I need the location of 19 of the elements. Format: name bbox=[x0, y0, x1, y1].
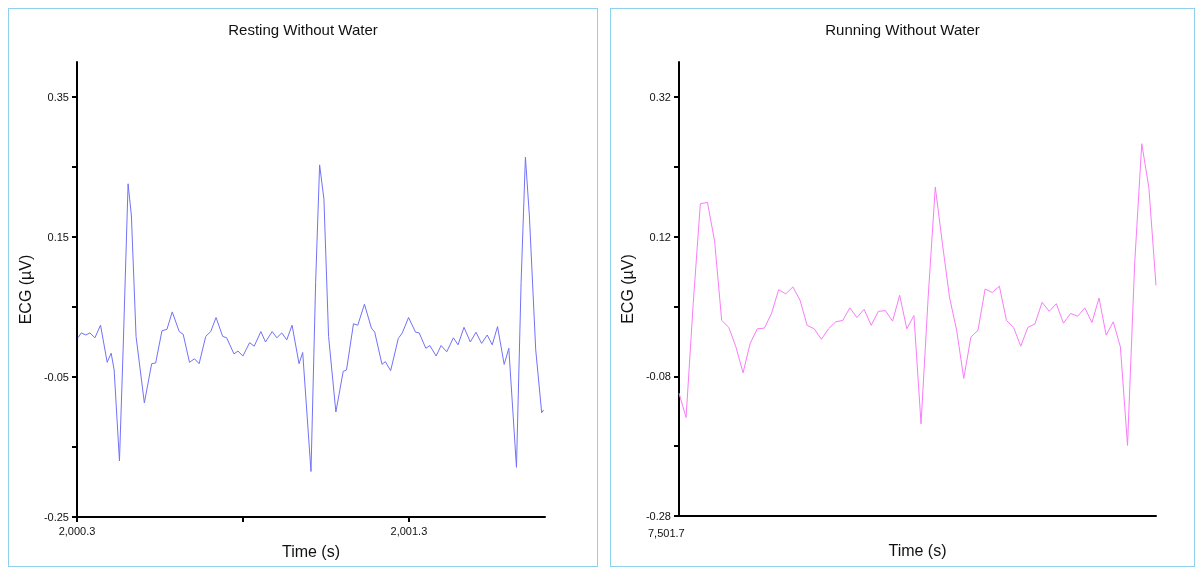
x-axis-title: Time (s) bbox=[888, 541, 947, 559]
y-tick-label: 0.12 bbox=[649, 230, 671, 243]
chart-title: Running Without Water bbox=[825, 21, 980, 38]
y-axis-title: ECG (µV) bbox=[618, 254, 636, 324]
y-tick-label: -0.25 bbox=[43, 511, 69, 523]
x-tick-label: 2,000.3 bbox=[58, 524, 96, 537]
line-series bbox=[77, 156, 545, 472]
line-series bbox=[678, 143, 1157, 446]
chart-title: Resting Without Water bbox=[228, 21, 378, 38]
y-tick-label: -0.28 bbox=[645, 510, 671, 522]
y-tick-label: 0.32 bbox=[649, 90, 671, 103]
y-axis-title: ECG (µV) bbox=[16, 254, 34, 325]
x-axis-title: Time (s) bbox=[281, 542, 341, 560]
y-tick-label: -0.08 bbox=[645, 370, 671, 383]
text: 7,501.7 bbox=[648, 526, 685, 539]
x-tick-label: 2,001.3 bbox=[390, 524, 428, 537]
y-tick-label: 0.35 bbox=[47, 91, 69, 103]
y-tick-label: 0.15 bbox=[47, 231, 69, 243]
y-tick-label: -0.05 bbox=[43, 371, 69, 383]
